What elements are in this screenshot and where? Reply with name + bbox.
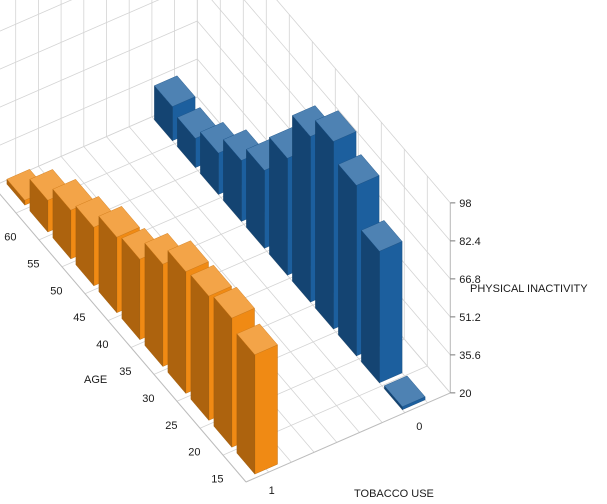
floor-front-edge	[245, 392, 451, 483]
chart-bars	[6, 75, 426, 475]
x-tick-label: 25	[165, 420, 177, 432]
bar-side-face	[167, 250, 187, 394]
x-tick-label: 30	[142, 393, 154, 405]
y-tick-label: 51.2	[459, 312, 480, 324]
bar	[236, 323, 278, 475]
y-tick-label: 35.6	[459, 350, 480, 362]
bar-side-face	[269, 136, 288, 276]
back-wall-gridline	[0, 0, 73, 32]
bar-side-face	[190, 274, 210, 421]
side-wall-gridline	[243, 0, 451, 242]
floor-left-edge	[0, 193, 247, 483]
bar-side-face	[338, 163, 357, 357]
x-tick-label: 15	[211, 474, 223, 486]
x-tick-label: 20	[188, 447, 200, 459]
bar-top-face	[213, 286, 255, 319]
bar-top-face	[338, 154, 380, 186]
x-tick-label: 55	[27, 258, 39, 270]
back-wall-gridline	[0, 58, 198, 146]
y-axis-title: PHYSICAL INACTIVITY	[470, 283, 588, 295]
bar-top-face	[98, 206, 140, 238]
floor-gridline	[106, 136, 360, 433]
x-tick-label: 45	[73, 312, 85, 324]
bar-top-face	[236, 323, 278, 355]
bar-top-face	[315, 110, 357, 142]
z-tick-label: 0	[416, 421, 422, 433]
bar-side-face	[213, 296, 233, 448]
bar-top-face	[167, 240, 209, 272]
bar-front-face	[379, 241, 403, 384]
x-axis-title: AGE	[84, 374, 107, 386]
bar	[384, 375, 426, 411]
bar-side-face	[315, 119, 334, 330]
x-tick-label: 35	[119, 366, 131, 378]
y-tick-label: 82.4	[459, 236, 480, 248]
bar-side-face	[292, 114, 311, 303]
bar-top-face	[190, 264, 232, 297]
z-tick-label: 1	[269, 485, 275, 497]
bar-top-face	[154, 75, 196, 107]
bar-side-face	[144, 242, 164, 368]
x-tick-label: 50	[50, 285, 62, 297]
y-tick-label: 98	[459, 198, 471, 210]
y-tick-label: 20	[459, 388, 471, 400]
bar-top-face	[361, 220, 403, 252]
bar-front-face	[254, 344, 278, 475]
x-tick-label: 40	[96, 339, 108, 351]
bar-side-face	[236, 333, 256, 475]
back-wall-gridline	[0, 0, 160, 70]
y-tick-label: 66.8	[459, 274, 480, 286]
bar-top-face	[384, 375, 426, 407]
bar	[361, 220, 403, 384]
z-axis-title: TOBACCO USE	[354, 488, 434, 500]
side-wall-gridline	[276, 0, 451, 204]
floor-gridline	[128, 126, 383, 423]
back-wall-gridline	[0, 20, 198, 108]
x-tick-label: 60	[4, 232, 16, 244]
chart-labels: AGE PHYSICAL INACTIVITY TOBACCO USE 15 20…	[4, 198, 588, 500]
bar-side-face	[361, 229, 380, 384]
